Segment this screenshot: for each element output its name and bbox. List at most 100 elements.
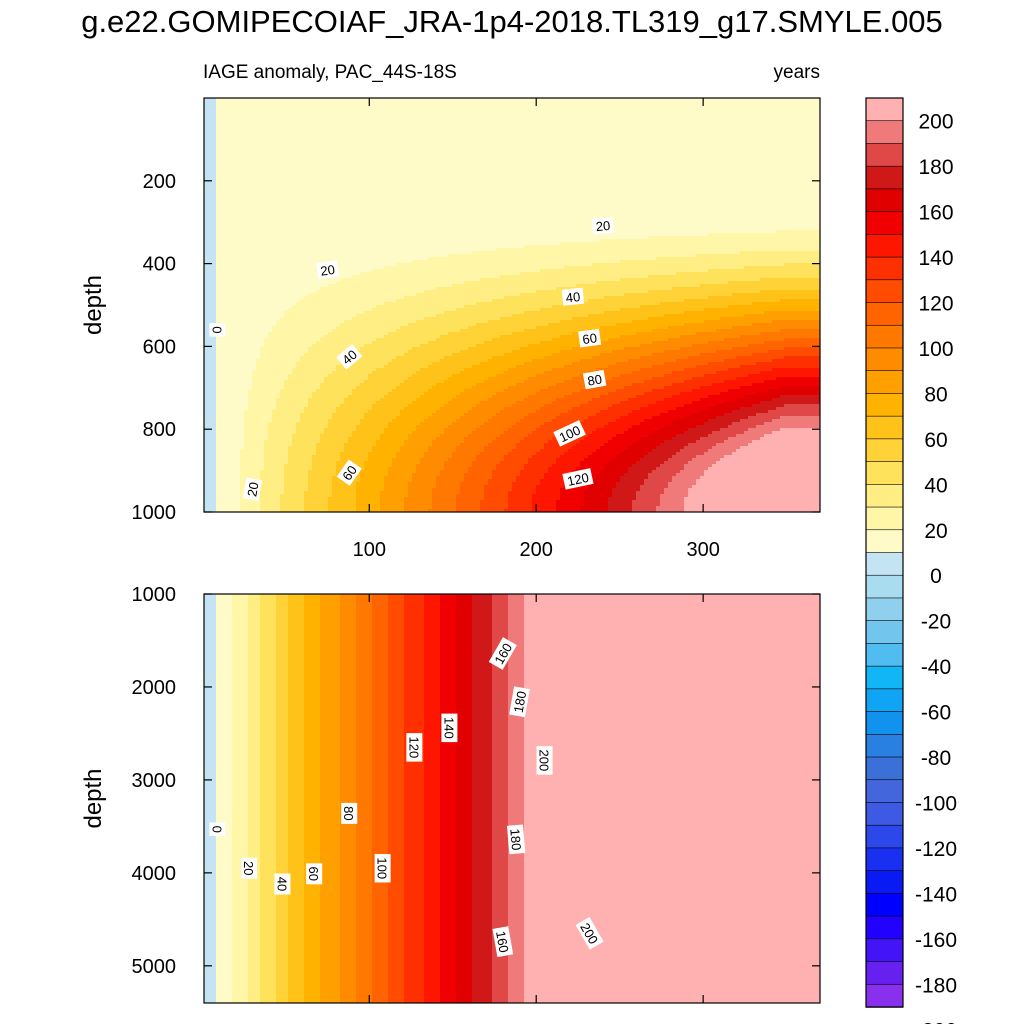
- contour-cell: [508, 975, 525, 979]
- contour-cell: [424, 984, 441, 988]
- contour-cell: [728, 389, 769, 393]
- contour-cell: [340, 993, 357, 997]
- contour-cell: [260, 651, 277, 655]
- contour-cell: [688, 491, 820, 495]
- contour-cell: [276, 810, 289, 814]
- contour-cell: [440, 903, 457, 907]
- contour-cell: [472, 885, 493, 889]
- contour-cell: [304, 410, 337, 414]
- contour-cell: [472, 714, 493, 718]
- contour-label-text: 40: [274, 877, 289, 891]
- contour-cell: [248, 975, 261, 979]
- contour-cell: [216, 281, 337, 285]
- contour-cell: [248, 897, 261, 901]
- contour-cell: [508, 648, 525, 652]
- contour-cell: [440, 960, 457, 964]
- contour-cell: [372, 744, 389, 748]
- contour-cell: [304, 618, 321, 622]
- contour-cell: [524, 615, 820, 619]
- contour-cell: [276, 320, 345, 324]
- contour-cell: [356, 786, 373, 790]
- contour-cell: [232, 612, 249, 616]
- contour-cell: [204, 894, 217, 898]
- contour-cell: [456, 503, 481, 507]
- contour-cell: [388, 609, 405, 613]
- contour-cell: [320, 804, 341, 808]
- contour-cell: [388, 699, 405, 703]
- contour-cell: [356, 813, 373, 817]
- contour-cell: [240, 455, 265, 459]
- contour-cell: [216, 675, 233, 679]
- contour-cell: [340, 741, 357, 745]
- contour-cell: [440, 858, 457, 862]
- contour-cell: [260, 780, 277, 784]
- contour-cell: [448, 401, 481, 405]
- contour-cell: [524, 777, 820, 781]
- contour-cell: [284, 485, 309, 489]
- contour-cell: [216, 476, 241, 480]
- contour-cell: [776, 377, 820, 381]
- contour-cell: [456, 395, 493, 399]
- contour-cell: [356, 603, 373, 607]
- contour-cell: [508, 771, 525, 775]
- contour-label-box: [553, 420, 586, 447]
- contour-cell: [240, 470, 261, 474]
- contour-cell: [340, 933, 357, 937]
- contour-cell: [404, 651, 425, 655]
- contour-cell: [404, 861, 425, 865]
- contour-cell: [492, 846, 509, 850]
- contour-cell: [276, 624, 289, 628]
- contour-cell: [440, 651, 457, 655]
- contour-cell: [456, 675, 473, 679]
- contour-cell: [372, 900, 389, 904]
- contour-cell: [248, 669, 261, 673]
- contour-cell: [320, 639, 341, 643]
- contour-cell: [204, 197, 217, 201]
- contour-cell: [260, 621, 277, 625]
- contour-cell: [340, 726, 357, 730]
- contour-cell: [232, 675, 249, 679]
- contour-cell: [260, 597, 277, 601]
- contour-cell: [508, 642, 525, 646]
- contour-cell: [216, 305, 293, 309]
- contour-cell: [232, 711, 249, 715]
- contour-label-text: 20: [319, 262, 335, 279]
- contour-cell: [356, 771, 373, 775]
- contour-cell: [732, 452, 820, 456]
- contour-cell: [304, 978, 321, 982]
- contour-cell: [216, 407, 249, 411]
- contour-cell: [332, 485, 357, 489]
- contour-cell: [288, 759, 305, 763]
- contour-cell: [404, 981, 425, 985]
- contour-cell: [204, 861, 217, 865]
- contour-cell: [216, 963, 233, 967]
- contour-cell: [584, 503, 609, 507]
- contour-cell: [456, 693, 473, 697]
- contour-cell: [216, 479, 241, 483]
- contour-cell: [248, 720, 261, 724]
- contour-cell: [760, 371, 820, 375]
- contour-cell: [260, 888, 277, 892]
- colorbar-label: 140: [918, 247, 953, 270]
- contour-cell: [460, 485, 485, 489]
- contour-cell: [376, 440, 405, 444]
- contour-label: 200: [536, 746, 553, 775]
- y-axis-label: depth: [80, 768, 107, 828]
- contour-cell: [204, 657, 217, 661]
- contour-cell: [404, 822, 425, 826]
- contour-cell: [744, 395, 781, 399]
- contour-cell: [216, 272, 361, 276]
- contour-cell: [288, 618, 305, 622]
- contour-cell: [528, 377, 573, 381]
- contour-cell: [216, 152, 820, 156]
- contour-cell: [672, 476, 701, 480]
- contour-cell: [356, 777, 373, 781]
- contour-cell: [424, 939, 441, 943]
- contour-cell: [456, 783, 473, 787]
- contour-cell: [320, 648, 341, 652]
- contour-cell: [288, 600, 305, 604]
- contour-cell: [216, 804, 233, 808]
- contour-cell: [276, 807, 289, 811]
- contour-cell: [204, 729, 217, 733]
- contour-cell: [336, 407, 373, 411]
